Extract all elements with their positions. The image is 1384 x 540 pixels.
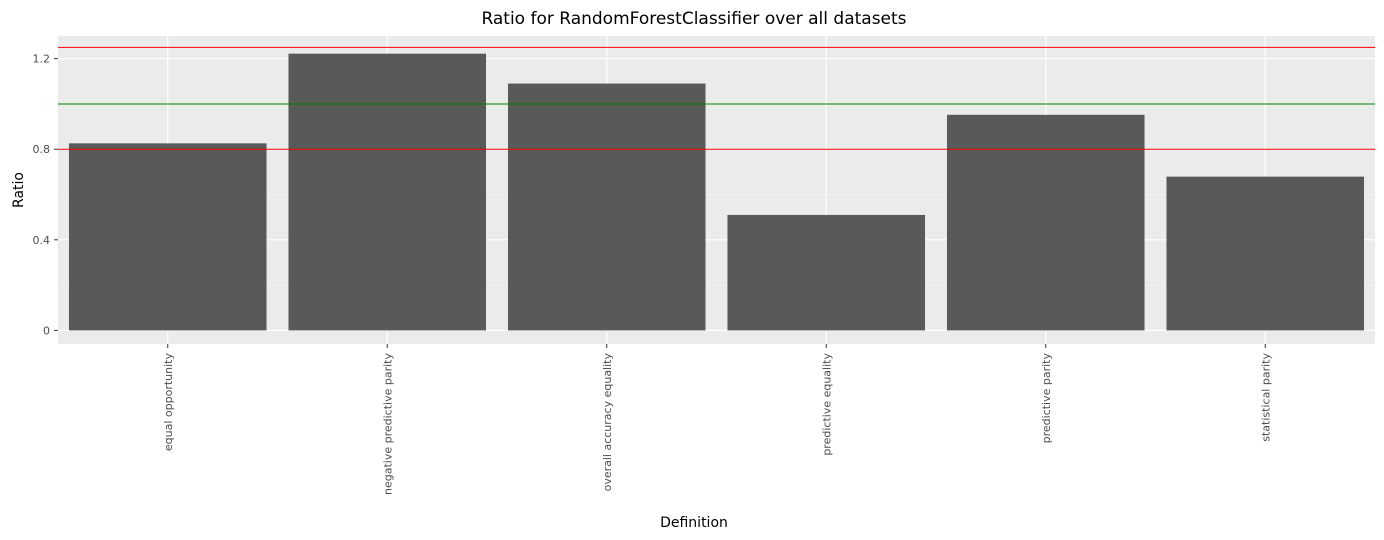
- y-tick-label: 1.2: [33, 53, 51, 66]
- bar-statistical-parity: [1166, 176, 1365, 331]
- x-axis-title: Definition: [660, 515, 728, 531]
- bar-negative-predictive-parity: [288, 53, 487, 331]
- bar-predictive-parity: [946, 114, 1145, 331]
- bar-equal-opportunity: [68, 143, 267, 331]
- x-tick-label: predictive parity: [1040, 353, 1053, 444]
- x-axis: equal opportunity negative predictive par…: [162, 344, 1272, 495]
- x-tick-label: negative predictive parity: [381, 353, 394, 495]
- y-axis-title: Ratio: [11, 172, 27, 208]
- y-tick-label: 0.8: [33, 143, 51, 156]
- plot-panel: [58, 36, 1375, 344]
- x-tick-label: statistical parity: [1259, 353, 1272, 442]
- y-tick-label: 0.4: [33, 234, 51, 247]
- chart-title: Ratio for RandomForestClassifier over al…: [481, 9, 906, 29]
- x-tick-label: predictive equality: [820, 353, 833, 456]
- y-tick-label: 0: [43, 324, 50, 337]
- bars: [68, 53, 1365, 331]
- y-axis: 0 0.4 0.8 1.2: [33, 53, 58, 337]
- bar-overall-accuracy-equality: [507, 83, 706, 331]
- reference-lines: [58, 46, 1375, 150]
- x-tick-label: overall accuracy equality: [601, 353, 614, 492]
- bar-predictive-equality: [727, 214, 926, 331]
- x-tick-label: equal opportunity: [162, 353, 175, 452]
